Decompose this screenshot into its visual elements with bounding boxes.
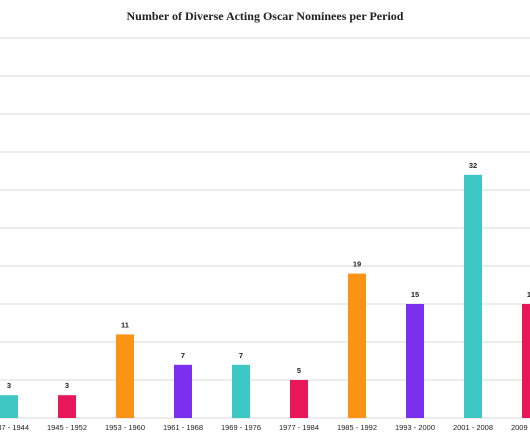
bar (174, 364, 192, 418)
value-label: 7 (239, 351, 243, 360)
value-label: 3 (7, 381, 11, 390)
bar (406, 304, 424, 418)
x-tick-label: 2009 - 2016 (511, 423, 530, 432)
x-tick-label: 1969 - 1976 (221, 423, 261, 432)
x-tick-label: 2001 - 2008 (453, 423, 493, 432)
x-tick-label: 1937 - 1944 (0, 423, 29, 432)
bar (522, 304, 530, 418)
x-tick-label: 1985 - 1992 (337, 423, 377, 432)
x-tick-label: 1977 - 1984 (279, 423, 319, 432)
bar (116, 334, 134, 418)
x-tick-label: 1945 - 1952 (47, 423, 87, 432)
bar (464, 174, 482, 418)
x-tick-label: 1993 - 2000 (395, 423, 435, 432)
value-label: 7 (181, 351, 185, 360)
bar (348, 273, 366, 418)
bar (0, 395, 18, 418)
value-label: 3 (65, 381, 69, 390)
value-label: 32 (469, 161, 477, 170)
bar (290, 380, 308, 418)
value-label: 19 (353, 260, 361, 269)
bar (58, 395, 76, 418)
x-tick-label: 1953 - 1960 (105, 423, 145, 432)
value-label: 11 (121, 320, 129, 329)
x-tick-label: 1961 - 1968 (163, 423, 203, 432)
value-label: 15 (527, 290, 530, 299)
chart-title: Number of Diverse Acting Oscar Nominees … (127, 9, 404, 23)
value-label: 15 (411, 290, 419, 299)
bar (232, 364, 250, 418)
value-label: 5 (297, 366, 301, 375)
